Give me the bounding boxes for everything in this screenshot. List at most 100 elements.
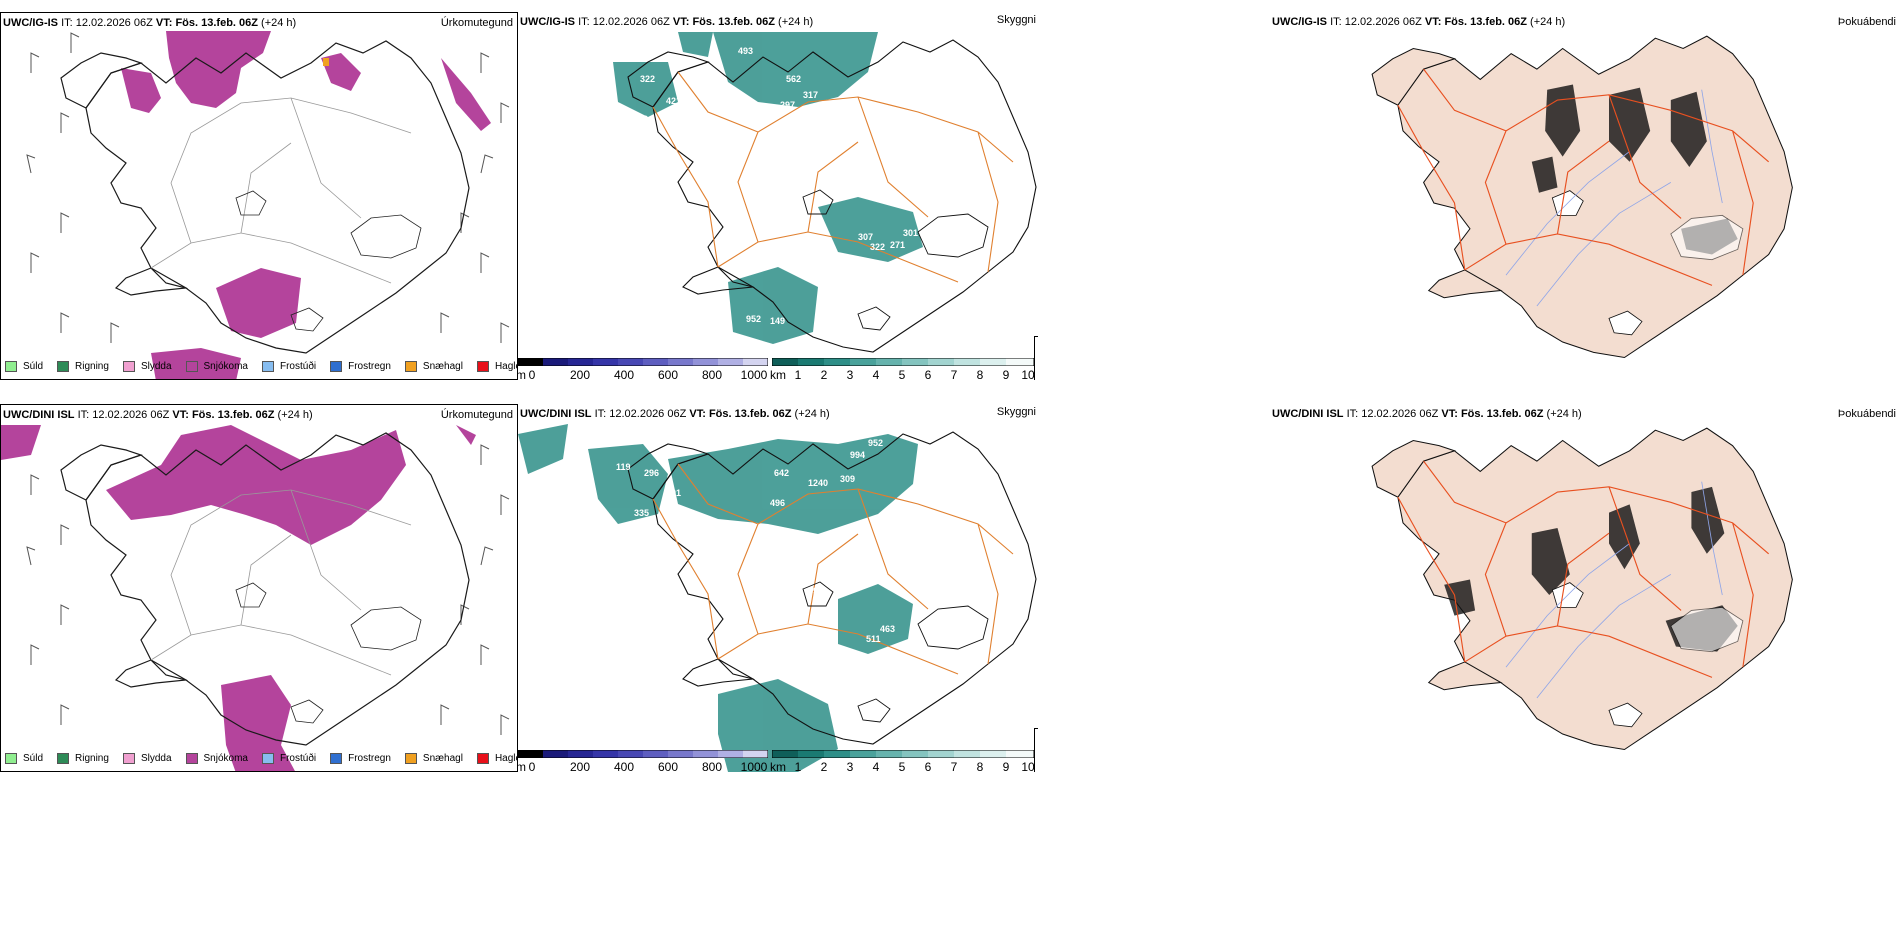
legend-item-frostregn: Frostregn xyxy=(330,361,391,372)
low-visibility-areas xyxy=(613,32,923,344)
rivers xyxy=(1505,89,1723,307)
ceiling-value: 149 xyxy=(770,316,785,326)
legend-item-hagl: Haglél xyxy=(476,361,517,372)
ceiling-value: 397 xyxy=(808,586,823,596)
roads xyxy=(652,463,1014,675)
ceiling-colorbar: m 0 200 400 600 800 1000 xyxy=(518,358,768,380)
snow-areas xyxy=(1,425,476,771)
visibility-colorbar: km 1 2 3 4 5 6 7 8 9 10 xyxy=(770,750,1035,772)
legend-item-sudd: Súld xyxy=(5,361,43,372)
panel-title: UWC/IG-IS IT: 12.02.2026 06Z VT: Fös. 13… xyxy=(3,17,297,29)
fog-legend: 0 60 xyxy=(1034,728,1038,772)
ceiling-value: 952 xyxy=(868,438,883,448)
ceiling-value: 471 xyxy=(800,112,815,122)
ceiling-value: 317 xyxy=(803,90,818,100)
panel-title: UWC/IG-IS IT: 12.02.2026 06Z VT: Fös. 13… xyxy=(1272,16,1566,28)
precip-type-label: Úrkomutegund xyxy=(440,409,513,421)
ceiling-colorbar: m 0 200 400 600 800 1000 xyxy=(518,750,768,772)
fog-index-map-row1: UWC/IG-IS IT: 12.02.2026 06Z VT: Fös. 13… xyxy=(1270,12,1900,380)
precip-map-graphic xyxy=(1,425,510,771)
ceiling-value: 180 xyxy=(776,196,791,206)
ceiling-value: 307 xyxy=(858,232,873,242)
ceiling-value: 335 xyxy=(634,508,649,518)
precip-type-map-row1: UWC/IG-IS IT: 12.02.2026 06Z VT: Fös. 13… xyxy=(0,12,518,380)
fog-legend: 0 60 xyxy=(1034,336,1038,380)
visibility-colorbar: km 1 2 3 4 5 6 7 8 9 10 xyxy=(770,358,1035,380)
precip-type-label: Úrkomutegund xyxy=(440,17,513,29)
ceiling-value: 952 xyxy=(746,314,761,324)
legend-item-snaehagl: Snæhagl xyxy=(404,753,463,764)
precip-map-graphic xyxy=(26,31,510,379)
ceiling-value: 301 xyxy=(903,228,918,238)
snow-areas xyxy=(121,31,491,379)
hail-patch xyxy=(323,58,329,66)
ceiling-unit: m xyxy=(518,368,526,380)
panel-title: UWC/DINI ISL IT: 12.02.2026 06Z VT: Fös.… xyxy=(520,408,830,420)
lead-time: (+24 h) xyxy=(261,17,297,29)
low-visibility-areas xyxy=(518,424,918,772)
ceiling-value: 562 xyxy=(786,74,801,84)
legend-item-snjokoma: Snjókoma xyxy=(185,361,248,372)
visibility-map-graphic: 493 322 421 299 562 317 297 471 180 307 … xyxy=(613,32,1037,353)
fog-index-label: Þokuábendi xyxy=(1837,408,1896,420)
ceiling-value: 1240 xyxy=(808,478,828,488)
precip-type-legend: Súld Rigning Slydda Snjókoma Frostúði Fr… xyxy=(5,753,517,764)
rivers xyxy=(1505,481,1723,699)
legend-item-snaehagl: Snæhagl xyxy=(404,361,463,372)
visibility-ceiling-map-row1: UWC/IG-IS IT: 12.02.2026 06Z VT: Fös. 13… xyxy=(518,12,1038,380)
ceiling-value: 391 xyxy=(666,488,681,498)
legend-item-frostudi: Frostúði xyxy=(261,361,316,372)
ceiling-value: 309 xyxy=(840,474,855,484)
wind-barbs xyxy=(26,32,510,343)
ceiling-value: 511 xyxy=(866,634,881,644)
ceiling-value: 119 xyxy=(616,462,631,472)
ceiling-value: 299 xyxy=(633,114,648,124)
lead-time: (+24 h) xyxy=(277,409,313,421)
panel-title: UWC/DINI ISL IT: 12.02.2026 06Z VT: Fös.… xyxy=(3,409,313,421)
ceiling-value: 296 xyxy=(644,468,659,478)
legend-item-rigning: Rigning xyxy=(57,361,109,372)
visibility-unit: km xyxy=(770,760,786,772)
fog-index-map-row2: UWC/DINI ISL IT: 12.02.2026 06Z VT: Fös.… xyxy=(1270,404,1900,772)
valid-time: Fös. 13.feb. 06Z xyxy=(191,409,275,421)
roads xyxy=(652,71,1014,283)
legend-item-frostregn: Frostregn xyxy=(330,753,391,764)
ceiling-value: 994 xyxy=(850,450,865,460)
ceiling-unit: m xyxy=(518,760,526,772)
legend-item-slydda: Slydda xyxy=(122,753,172,764)
ceiling-value: 271 xyxy=(890,240,905,250)
visibility-ceiling-map-row2: UWC/DINI ISL IT: 12.02.2026 06Z VT: Fös.… xyxy=(518,404,1038,772)
valid-time: Fös. 13.feb. 06Z xyxy=(175,17,258,29)
ceiling-value: 297 xyxy=(780,100,795,110)
roads xyxy=(150,97,412,284)
legend-item-frostudi: Frostúði xyxy=(261,753,316,764)
panel-title: UWC/DINI ISL IT: 12.02.2026 06Z VT: Fös.… xyxy=(1272,408,1582,420)
fog-index-label: Þokuábendi xyxy=(1837,16,1896,28)
visibility-label: Skyggni xyxy=(996,14,1036,26)
visibility-label: Skyggni xyxy=(996,406,1036,418)
init-time: 12.02.2026 06Z xyxy=(92,409,170,421)
ceiling-value: 322 xyxy=(870,242,885,252)
legend-item-sudd: Súld xyxy=(5,753,43,764)
roads xyxy=(1397,460,1770,678)
legend-item-slydda: Slydda xyxy=(122,361,172,372)
visibility-map-graphic: 952 994 119 296 642 1240 309 391 496 335… xyxy=(518,424,1037,772)
init-time: 12.02.2026 06Z xyxy=(75,17,153,29)
roads xyxy=(1397,68,1770,286)
wind-barbs xyxy=(26,444,510,735)
precip-type-legend: Súld Rigning Slydda Snjókoma Frostúði Fr… xyxy=(5,361,517,372)
precip-type-map-row2: UWC/DINI ISL IT: 12.02.2026 06Z VT: Fös.… xyxy=(0,404,518,772)
ceiling-values: 952 994 119 296 642 1240 309 391 496 335… xyxy=(616,438,895,644)
model-name: UWC/IG-IS xyxy=(3,17,58,29)
visibility-unit: km xyxy=(770,368,786,380)
roads xyxy=(150,489,412,676)
ceiling-value: 322 xyxy=(640,74,655,84)
legend-item-snjokoma: Snjókoma xyxy=(185,753,248,764)
ceiling-value: 642 xyxy=(774,468,789,478)
model-name: UWC/DINI ISL xyxy=(3,409,75,421)
ceiling-value: 421 xyxy=(666,96,681,106)
ceiling-values: 493 322 421 299 562 317 297 471 180 307 … xyxy=(633,46,918,326)
fog-map-graphic xyxy=(1371,427,1793,751)
ceiling-value: 463 xyxy=(880,624,895,634)
ceiling-value: 493 xyxy=(738,46,753,56)
